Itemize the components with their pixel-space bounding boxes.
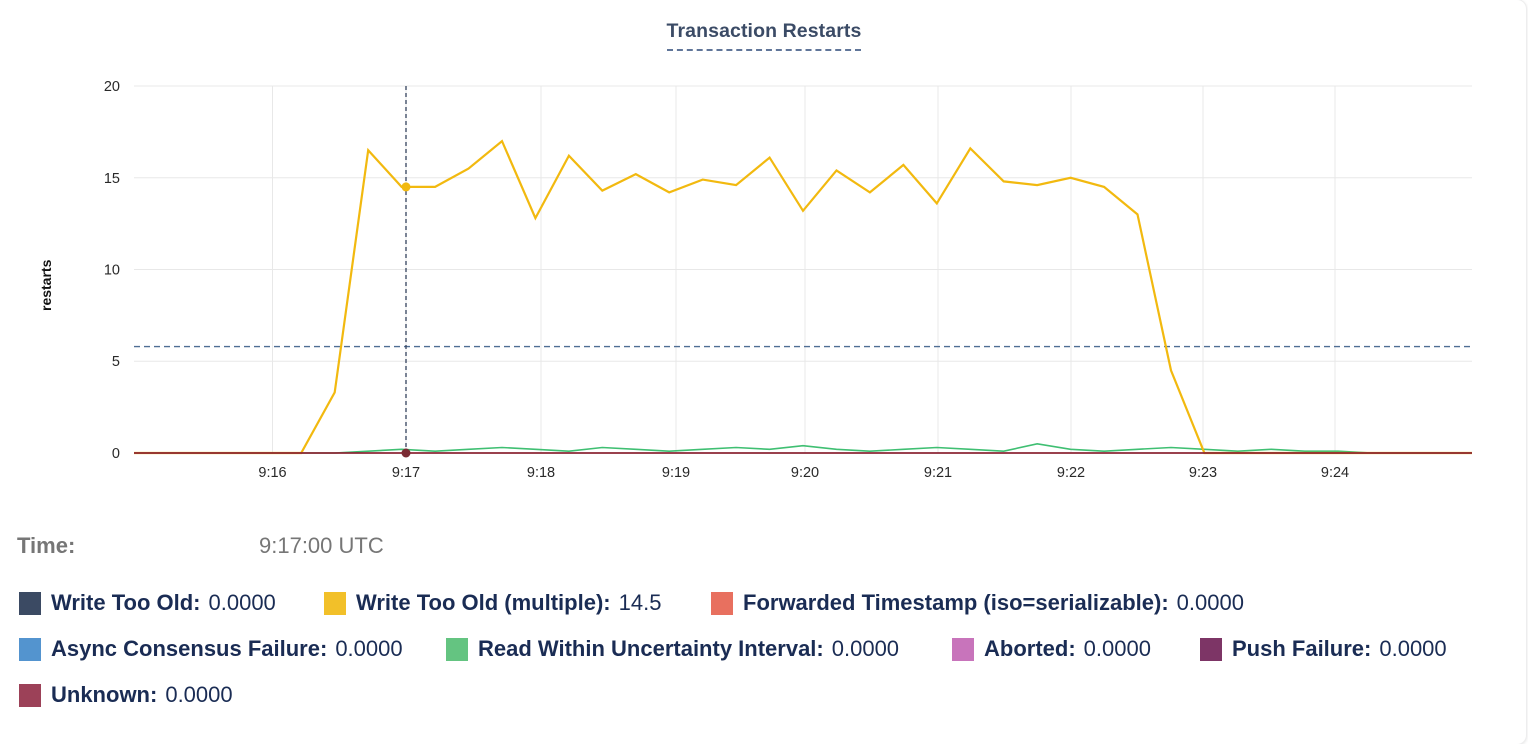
svg-text:5: 5 xyxy=(112,354,120,370)
svg-text:10: 10 xyxy=(104,263,120,279)
svg-text:20: 20 xyxy=(104,79,120,95)
svg-text:9:22: 9:22 xyxy=(1057,465,1085,481)
svg-text:9:18: 9:18 xyxy=(527,465,555,481)
svg-text:9:20: 9:20 xyxy=(791,465,819,481)
svg-text:9:17: 9:17 xyxy=(392,465,420,481)
svg-text:9:19: 9:19 xyxy=(662,465,690,481)
svg-text:9:21: 9:21 xyxy=(924,465,952,481)
svg-text:15: 15 xyxy=(104,171,120,187)
svg-text:9:23: 9:23 xyxy=(1189,465,1217,481)
svg-text:9:24: 9:24 xyxy=(1321,465,1349,481)
svg-text:9:16: 9:16 xyxy=(258,465,286,481)
svg-text:0: 0 xyxy=(112,446,120,462)
